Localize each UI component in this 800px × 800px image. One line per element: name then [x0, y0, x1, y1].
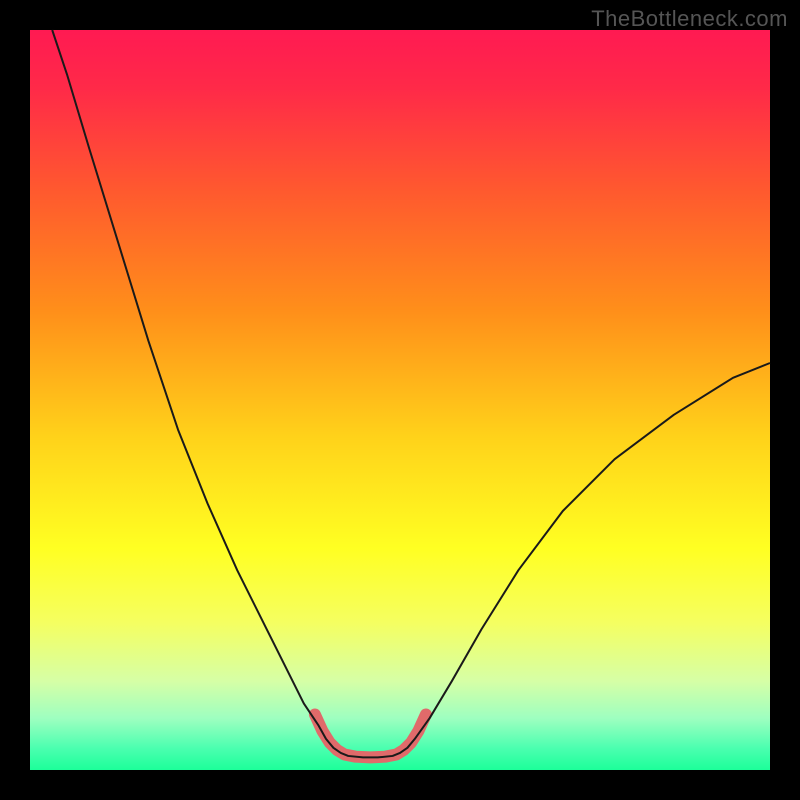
gradient-background: [30, 30, 770, 770]
bottleneck-chart: [0, 0, 800, 800]
watermark-text: TheBottleneck.com: [591, 6, 788, 32]
